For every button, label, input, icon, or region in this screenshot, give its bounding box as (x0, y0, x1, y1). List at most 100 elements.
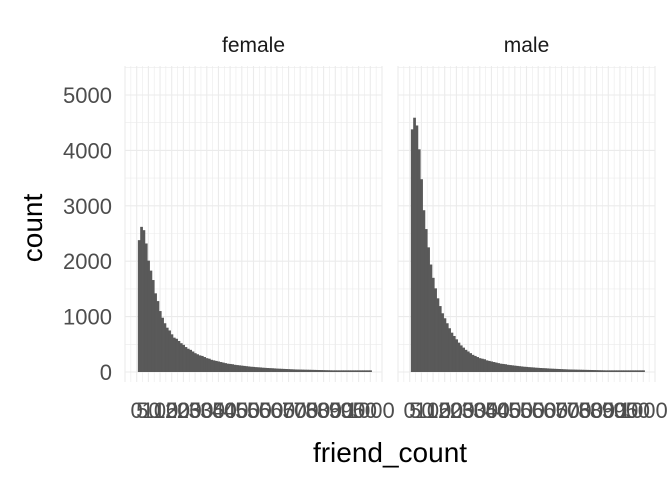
bar-male (443, 318, 447, 372)
bar-female (352, 370, 356, 372)
bar-male (572, 369, 575, 372)
x-tick-label: 300 (461, 398, 498, 423)
x-tick-label: 950 (340, 398, 377, 423)
bar-male (551, 368, 554, 372)
x-tick-label: 1000 (346, 398, 395, 423)
bar-male (413, 117, 416, 373)
x-tick-label: 950 (613, 398, 650, 423)
bar-female (140, 226, 143, 372)
bar-male (410, 129, 414, 372)
bar-male (452, 335, 456, 372)
x-tick-label: 200 (438, 398, 475, 423)
y-tick-label: 5000 (63, 83, 112, 108)
bar-male (632, 370, 636, 372)
bar-female (210, 359, 214, 372)
x-tick-label: 150 (426, 398, 463, 423)
bar-male (579, 369, 582, 372)
bar-male (586, 369, 589, 372)
bar-male (506, 364, 510, 372)
bar-female (364, 370, 368, 372)
bar-female (175, 338, 178, 372)
bar-male (487, 360, 491, 372)
bar-male (607, 370, 610, 372)
x-tick-label: 200 (165, 398, 202, 423)
bar-female (264, 367, 267, 372)
bar-female (205, 358, 209, 372)
x-tick-label: 450 (223, 398, 260, 423)
bar-male (560, 369, 564, 372)
bar-female (247, 366, 251, 372)
bar-male (427, 247, 430, 372)
bar-female (137, 240, 141, 372)
bar-male (611, 370, 615, 372)
panel-female: female (124, 34, 383, 382)
bar-female (156, 301, 160, 372)
bar-male (625, 370, 629, 372)
bar-female (161, 317, 164, 372)
x-tick-label: 850 (317, 398, 354, 423)
bar-male (424, 229, 428, 372)
bar-female (170, 334, 174, 372)
bar-female (322, 370, 326, 372)
bar-female (338, 370, 342, 372)
bar-female (177, 340, 181, 372)
bar-female (231, 364, 235, 372)
bar-female (182, 344, 185, 372)
y-tick-label: 4000 (63, 138, 112, 163)
bar-female (369, 370, 372, 372)
bar-male (508, 365, 512, 372)
bar-female (235, 365, 239, 372)
bar-male (438, 306, 442, 372)
bar-male (501, 363, 505, 372)
bar-male (462, 347, 465, 372)
panel-male: male (397, 34, 656, 382)
bar-male (466, 351, 470, 372)
x-tick-label: 850 (590, 398, 627, 423)
bar-female (196, 354, 199, 372)
bar-male (602, 370, 606, 372)
bar-male (539, 368, 543, 372)
grid-female (124, 66, 383, 382)
x-tick-label: 400 (212, 398, 249, 423)
x-tick-label: 550 (247, 398, 284, 423)
bar-female (306, 369, 309, 372)
bar-female (242, 365, 246, 372)
x-tick-label: 500 (508, 398, 545, 423)
bar-male (618, 370, 622, 372)
bar-female (217, 361, 221, 372)
bar-female (292, 369, 295, 372)
bar-female (299, 369, 302, 372)
bar-female (303, 369, 307, 372)
bar-male (490, 361, 494, 372)
bar-female (271, 368, 274, 372)
x-tick-label: 50 (136, 398, 160, 423)
bar-female (261, 367, 265, 372)
bar-female (301, 369, 305, 372)
bar-male (548, 368, 552, 372)
bar-female (147, 260, 150, 372)
strip-label-male: male (504, 34, 550, 57)
bar-male (478, 358, 482, 372)
bar-male (583, 369, 587, 372)
bar-female (324, 370, 328, 372)
y-tick-label: 0 (100, 360, 112, 385)
bar-male (457, 342, 461, 372)
bar-male (628, 370, 631, 372)
bar-male (642, 370, 645, 372)
x-tick-label: 350 (200, 398, 237, 423)
x-tick-label: 650 (270, 398, 307, 423)
bar-male (546, 368, 550, 372)
bar-female (273, 368, 277, 372)
x-tick-label: 650 (543, 398, 580, 423)
x-tick-label: 800 (305, 398, 342, 423)
x-tick-labels: 0501001502002503003504004505005506006507… (131, 398, 668, 423)
bar-male (515, 365, 519, 372)
y-axis-title: count (17, 194, 48, 263)
bar-female (245, 366, 249, 372)
bar-male (434, 288, 437, 372)
bar-female (285, 369, 288, 372)
bar-male (420, 179, 423, 372)
bar-female (252, 366, 256, 372)
bar-female (308, 369, 312, 372)
